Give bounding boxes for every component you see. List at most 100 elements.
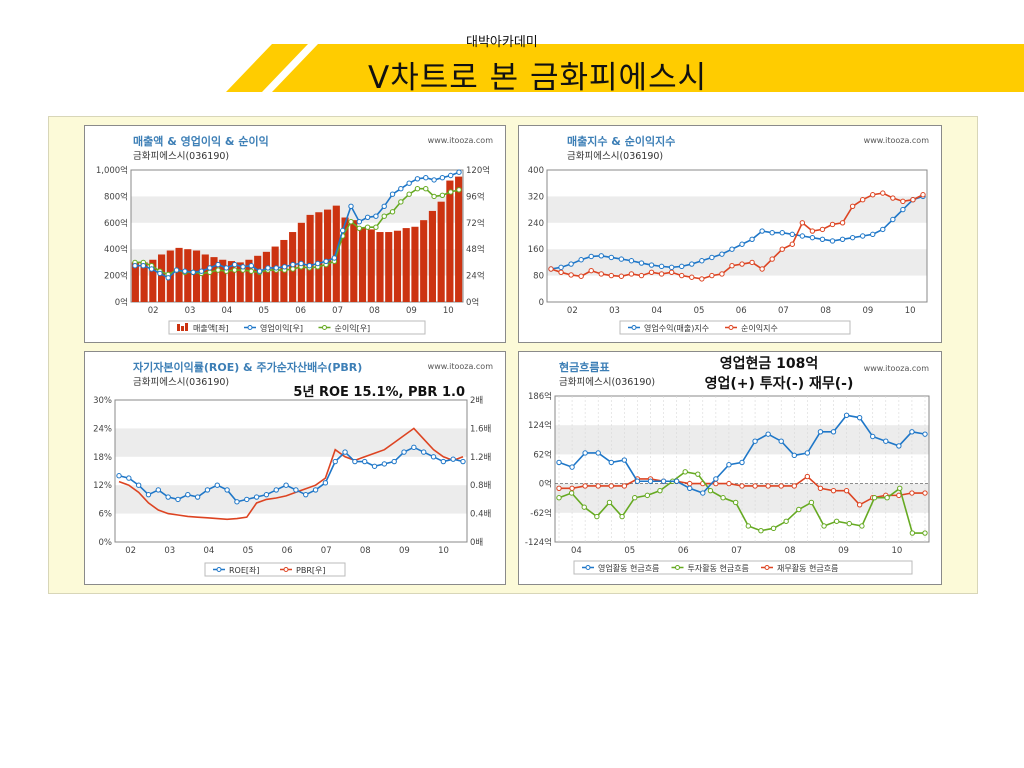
banner-stripe-main	[272, 44, 1024, 92]
investing-cashflow-point	[808, 499, 815, 506]
operating-income-point	[414, 176, 421, 182]
revenue-bar	[306, 214, 314, 302]
x-tick-label: 05	[243, 546, 254, 556]
investing-cashflow-point	[821, 523, 827, 529]
revenue-bar	[219, 259, 227, 302]
net-income-point	[231, 267, 238, 273]
revenue-bar	[385, 232, 393, 302]
y-tick-label: -124억	[525, 537, 552, 548]
net-income-point	[398, 199, 404, 205]
sales-index-point	[779, 230, 785, 236]
operating-income-point	[364, 214, 371, 221]
sales-index-point	[749, 236, 755, 243]
net-income-index-point	[628, 271, 635, 277]
index-chart-panel: 매출지수 & 순이익지수 금화피에스시(036190) www.itooza.com…	[518, 125, 942, 343]
x-tick-label: 03	[185, 306, 196, 316]
y-right-tick-label: 72억	[466, 218, 485, 229]
revenue-bar	[428, 210, 436, 302]
financing-cashflow-point	[726, 480, 732, 487]
roe-point	[224, 487, 230, 493]
revenue-bar	[358, 228, 367, 302]
chart-subtitle: 금화피에스시(036190)	[133, 151, 229, 162]
net-income-index-point	[870, 192, 876, 198]
legend-box	[168, 320, 426, 335]
operating-income-point	[298, 260, 304, 267]
financing-cashflow-point	[595, 483, 601, 489]
financing-cashflow-point	[778, 483, 784, 489]
revenue-bar	[271, 246, 279, 302]
net-income-index-point	[739, 261, 745, 267]
operating-cashflow-point	[765, 431, 771, 437]
legend-box	[573, 560, 913, 575]
net-income-index-point	[598, 271, 604, 277]
revenue-bar	[420, 220, 428, 302]
x-tick-label: 08	[785, 546, 796, 556]
net-income-index-point	[648, 269, 655, 276]
operating-income-point	[265, 265, 271, 271]
roe-point	[135, 482, 142, 488]
x-tick-label: 10	[443, 306, 454, 316]
investing-cashflow-point	[745, 523, 752, 529]
operating-income-point	[348, 203, 354, 210]
legend-label: 영업활동 현금흐름	[598, 563, 659, 573]
legend-swatch	[764, 565, 770, 570]
operating-income-line	[135, 171, 460, 279]
financing-cashflow-point	[752, 483, 758, 489]
roe-point	[116, 473, 122, 479]
operating-cashflow-point	[569, 464, 575, 470]
roe-point	[352, 458, 358, 465]
sales-index-point	[709, 254, 715, 261]
operating-cashflow-point	[647, 478, 654, 484]
operating-income-point	[198, 268, 205, 274]
operating-cashflow-point	[726, 462, 732, 468]
operating-income-point	[306, 263, 313, 269]
investing-cashflow-point	[581, 504, 587, 510]
roe-point	[194, 494, 201, 500]
operating-cashflow-point	[830, 429, 837, 435]
investing-cashflow-point	[707, 487, 714, 494]
operating-income-point	[389, 191, 396, 197]
sales-index-point	[658, 263, 665, 270]
investing-cashflow-point	[632, 495, 638, 501]
investing-cashflow-point	[644, 492, 651, 499]
operating-cashflow-point	[843, 412, 850, 419]
revenue-bar	[184, 249, 192, 302]
legend-swatch	[728, 325, 734, 330]
net-income-point	[456, 187, 462, 193]
x-tick-label: 04	[651, 306, 662, 316]
sales-index-point	[578, 257, 584, 263]
operating-income-point	[447, 172, 454, 179]
revenue-bar	[315, 212, 323, 302]
x-tick-label: 10	[892, 546, 903, 556]
net-income-index-point	[558, 269, 564, 276]
net-income-point	[389, 209, 396, 215]
operating-income-point	[373, 213, 379, 219]
brand-label: 대박아카데미	[466, 35, 538, 50]
net-income-point	[348, 219, 354, 225]
title-banner	[226, 44, 1024, 92]
y-left-tick-label: 600억	[104, 218, 128, 229]
revenue-bar	[324, 209, 332, 302]
x-tick-label: 05	[694, 306, 705, 316]
roe-point	[273, 487, 279, 493]
roe-point	[430, 454, 437, 460]
roe-point	[420, 449, 427, 455]
operating-income-point	[439, 175, 446, 181]
sales-index-point	[849, 234, 856, 241]
x-tick-label: 07	[778, 306, 789, 316]
legend-swatch	[177, 324, 180, 331]
y-tick-label: -62억	[530, 508, 552, 519]
roe-point	[165, 494, 171, 500]
grid-band	[115, 428, 467, 457]
operating-income-point	[456, 169, 462, 175]
investing-cashflow-point	[732, 499, 739, 506]
net-income-point	[431, 193, 437, 200]
investing-cashflow-point	[783, 518, 789, 524]
legend-label: 영업이익[우]	[260, 323, 303, 333]
legend-label: 매출액[좌]	[193, 323, 229, 333]
x-tick-label: 02	[125, 546, 136, 556]
legend-swatch	[247, 325, 253, 330]
operating-income-point	[331, 255, 338, 261]
operating-cashflow-point	[752, 438, 758, 444]
investing-cashflow-point	[897, 485, 903, 492]
